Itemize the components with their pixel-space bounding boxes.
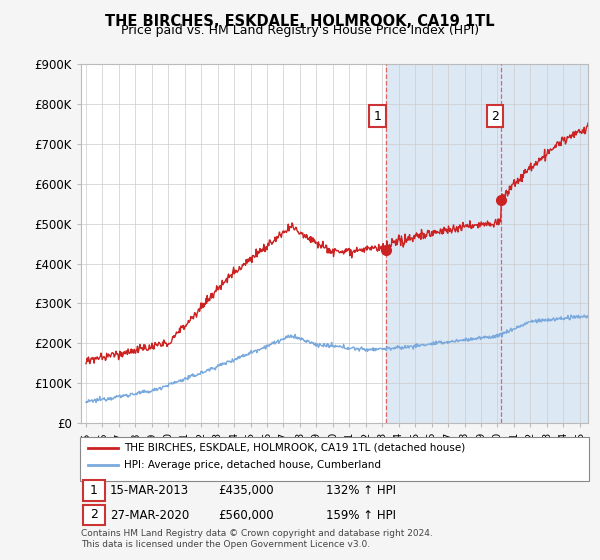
Text: 2: 2 bbox=[491, 110, 499, 123]
Text: HPI: Average price, detached house, Cumberland: HPI: Average price, detached house, Cumb… bbox=[124, 460, 381, 470]
Text: THE BIRCHES, ESKDALE, HOLMROOK, CA19 1TL (detached house): THE BIRCHES, ESKDALE, HOLMROOK, CA19 1TL… bbox=[124, 443, 466, 453]
Text: £435,000: £435,000 bbox=[218, 484, 274, 497]
Text: Price paid vs. HM Land Registry's House Price Index (HPI): Price paid vs. HM Land Registry's House … bbox=[121, 24, 479, 37]
Text: Contains HM Land Registry data © Crown copyright and database right 2024.
This d: Contains HM Land Registry data © Crown c… bbox=[81, 529, 433, 549]
Text: £560,000: £560,000 bbox=[218, 508, 274, 522]
Text: THE BIRCHES, ESKDALE, HOLMROOK, CA19 1TL: THE BIRCHES, ESKDALE, HOLMROOK, CA19 1TL bbox=[105, 14, 495, 29]
Text: 27-MAR-2020: 27-MAR-2020 bbox=[110, 508, 189, 522]
Text: 1: 1 bbox=[374, 110, 382, 123]
Text: 132% ↑ HPI: 132% ↑ HPI bbox=[326, 484, 396, 497]
Text: 2: 2 bbox=[90, 508, 98, 521]
Text: 159% ↑ HPI: 159% ↑ HPI bbox=[326, 508, 396, 522]
Bar bbox=[386, 64, 600, 423]
Text: 15-MAR-2013: 15-MAR-2013 bbox=[110, 484, 189, 497]
Text: 1: 1 bbox=[90, 484, 98, 497]
